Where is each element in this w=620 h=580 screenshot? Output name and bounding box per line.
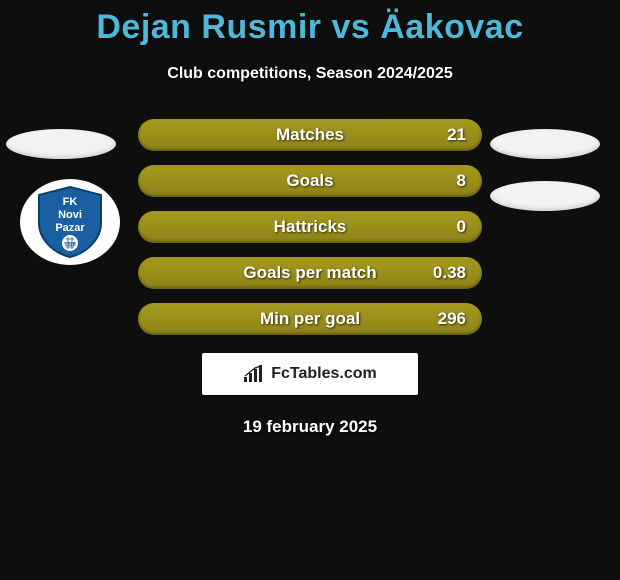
player-right-placeholder-1 — [490, 129, 600, 159]
stat-label: Min per goal — [260, 309, 360, 329]
stat-bar-goals-per-match: Goals per match 0.38 — [138, 257, 482, 289]
player-right-placeholder-2 — [490, 181, 600, 211]
stat-label: Matches — [276, 125, 344, 145]
stat-value: 8 — [457, 171, 466, 191]
stat-bar-hattricks: Hattricks 0 — [138, 211, 482, 243]
stat-value: 296 — [438, 309, 466, 329]
club-badge: FK Novi Pazar 1928 — [20, 179, 120, 265]
stat-bar-min-per-goal: Min per goal 296 — [138, 303, 482, 335]
stat-value: 0.38 — [433, 263, 466, 283]
stat-value: 21 — [447, 125, 466, 145]
svg-text:1928: 1928 — [64, 242, 75, 248]
comparison-panel: FK Novi Pazar 1928 Matches 21 Goals 8 Ha… — [0, 119, 620, 335]
subtitle: Club competitions, Season 2024/2025 — [0, 65, 620, 83]
stat-value: 0 — [457, 217, 466, 237]
stat-label: Hattricks — [274, 217, 347, 237]
brand-badge[interactable]: FcTables.com — [202, 353, 418, 395]
bars-icon — [243, 365, 265, 383]
svg-text:Novi: Novi — [58, 209, 82, 221]
stat-label: Goals — [286, 171, 333, 191]
svg-text:FK: FK — [63, 196, 78, 208]
page-title: Dejan Rusmir vs Äakovac — [0, 0, 620, 47]
stat-bars: Matches 21 Goals 8 Hattricks 0 Goals per… — [138, 119, 482, 335]
svg-text:Pazar: Pazar — [55, 222, 85, 234]
stat-label: Goals per match — [243, 263, 376, 283]
date-text: 19 february 2025 — [0, 417, 620, 437]
stat-bar-goals: Goals 8 — [138, 165, 482, 197]
brand-text: FcTables.com — [271, 365, 377, 383]
stat-bar-matches: Matches 21 — [138, 119, 482, 151]
player-left-placeholder — [6, 129, 116, 159]
shield-icon: FK Novi Pazar 1928 — [35, 185, 105, 259]
